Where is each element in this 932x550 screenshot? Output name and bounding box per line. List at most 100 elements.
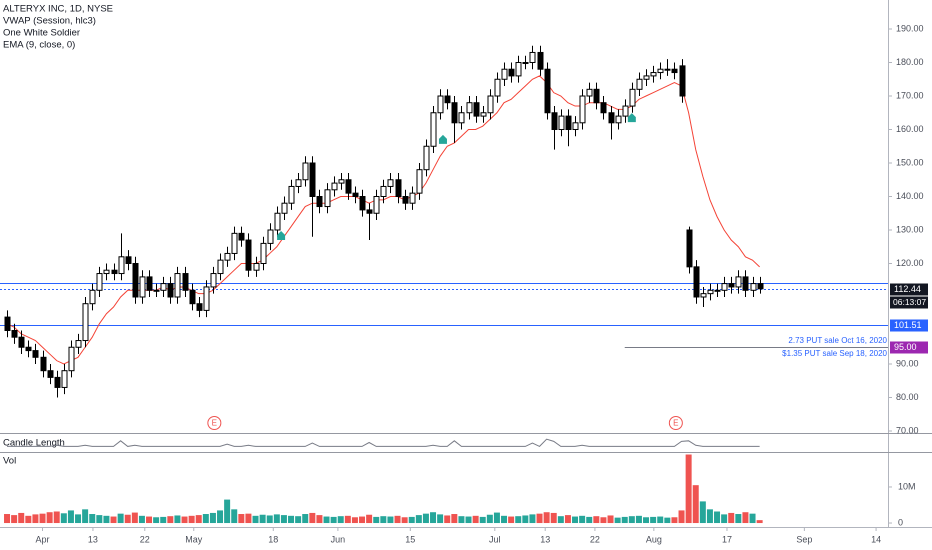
y-tick-label: 190.00 (896, 23, 924, 33)
volume-bar (650, 516, 657, 524)
volume-bar (501, 515, 508, 524)
volume-bar (621, 516, 628, 524)
volume-bar (117, 513, 124, 524)
volume-bar (217, 510, 224, 524)
candle-body (572, 122, 579, 131)
candle-body (309, 162, 316, 198)
volume-bar (678, 510, 685, 524)
y-tick-label: 150.00 (896, 157, 924, 167)
candle-body (643, 75, 650, 80)
candle-body (68, 346, 75, 372)
candle-body (253, 262, 260, 271)
candle-body (245, 239, 252, 271)
candle-body (579, 95, 586, 124)
volume-bar (486, 514, 493, 524)
pane-title: Candle Length (3, 438, 65, 449)
price-label: 95.00 (894, 342, 917, 352)
volume-bar (359, 516, 366, 524)
candle-body (494, 78, 501, 97)
candle-body (551, 112, 558, 131)
volume-bar (614, 517, 621, 524)
volume-bar (167, 516, 174, 524)
y-tick-label: 170.00 (896, 90, 924, 100)
x-tick-label: 17 (722, 534, 732, 544)
volume-bar (231, 509, 238, 524)
volume-bar (316, 515, 323, 524)
volume-bar (245, 513, 252, 524)
volume-bar (46, 512, 53, 524)
volume-bar (749, 513, 756, 524)
candle-body (174, 273, 181, 298)
volume-bar (401, 517, 408, 524)
volume-bar (131, 512, 138, 524)
volume-bar (422, 513, 429, 524)
x-tick-label: 15 (405, 534, 415, 544)
volume-bar (32, 514, 39, 524)
x-tick-label: Jul (489, 534, 501, 544)
volume-bar (430, 512, 437, 524)
volume-bar (288, 515, 295, 524)
earnings-label: E (673, 419, 678, 428)
volume-bar (515, 516, 522, 524)
volume-bar (529, 514, 536, 524)
volume-bar (309, 512, 316, 524)
candle-body (742, 276, 749, 291)
candle-body (565, 115, 572, 131)
candle-body (473, 102, 480, 117)
volume-bar (174, 515, 181, 524)
indicator-label: EMA (9, close, 0) (3, 40, 75, 51)
candle-body (395, 179, 402, 198)
volume-bar (266, 515, 273, 524)
candle-body (118, 256, 125, 275)
signal-marker (438, 134, 447, 144)
volume-bar (330, 516, 337, 524)
candle-body (260, 242, 267, 264)
volume-bar (195, 515, 202, 524)
candle-body (387, 179, 394, 187)
volume-bar (39, 513, 46, 524)
candle-body (203, 286, 210, 311)
x-tick-label: 13 (88, 534, 98, 544)
candle-body (380, 185, 387, 198)
candle-body (25, 346, 32, 352)
volume-bar (706, 509, 713, 524)
y-tick-label: 160.00 (896, 124, 924, 134)
volume-bar (224, 499, 231, 524)
earnings-label: E (212, 419, 217, 428)
candle-body (373, 196, 380, 214)
candle-body (338, 179, 345, 184)
volume-bar (579, 515, 586, 524)
candle-body (735, 276, 742, 288)
volume-bar (692, 485, 699, 524)
y-tick-label: 10M (898, 481, 916, 491)
plot-area (0, 45, 888, 398)
candle-body (61, 370, 68, 388)
volume-bar (643, 517, 650, 524)
volume-bar (444, 515, 451, 524)
x-tick-label: 14 (871, 534, 881, 544)
indicator-label: VWAP (Session, hlc3) (3, 16, 96, 27)
volume-bar (344, 515, 351, 524)
candle-body (210, 273, 217, 288)
candle-body (274, 212, 281, 231)
candle-body (281, 202, 288, 214)
volume-bar (146, 516, 153, 524)
volume-bar (600, 517, 607, 524)
x-tick-label: 22 (140, 534, 150, 544)
volume-bar (18, 512, 25, 524)
volume-bar (103, 515, 110, 524)
volume-bar (188, 515, 195, 524)
earnings-marker (668, 416, 683, 430)
x-tick-label: Jun (331, 534, 346, 544)
candle-body (352, 192, 359, 198)
candle-body (608, 112, 615, 124)
signal-marker (627, 113, 636, 123)
countdown-bg (890, 296, 928, 309)
candle-body (750, 283, 757, 291)
candle-body (480, 112, 487, 117)
x-tick-label: Aug (646, 534, 662, 544)
volume-bar (11, 515, 18, 524)
candle-body (515, 62, 522, 77)
x-tick-label: Sep (796, 534, 812, 544)
